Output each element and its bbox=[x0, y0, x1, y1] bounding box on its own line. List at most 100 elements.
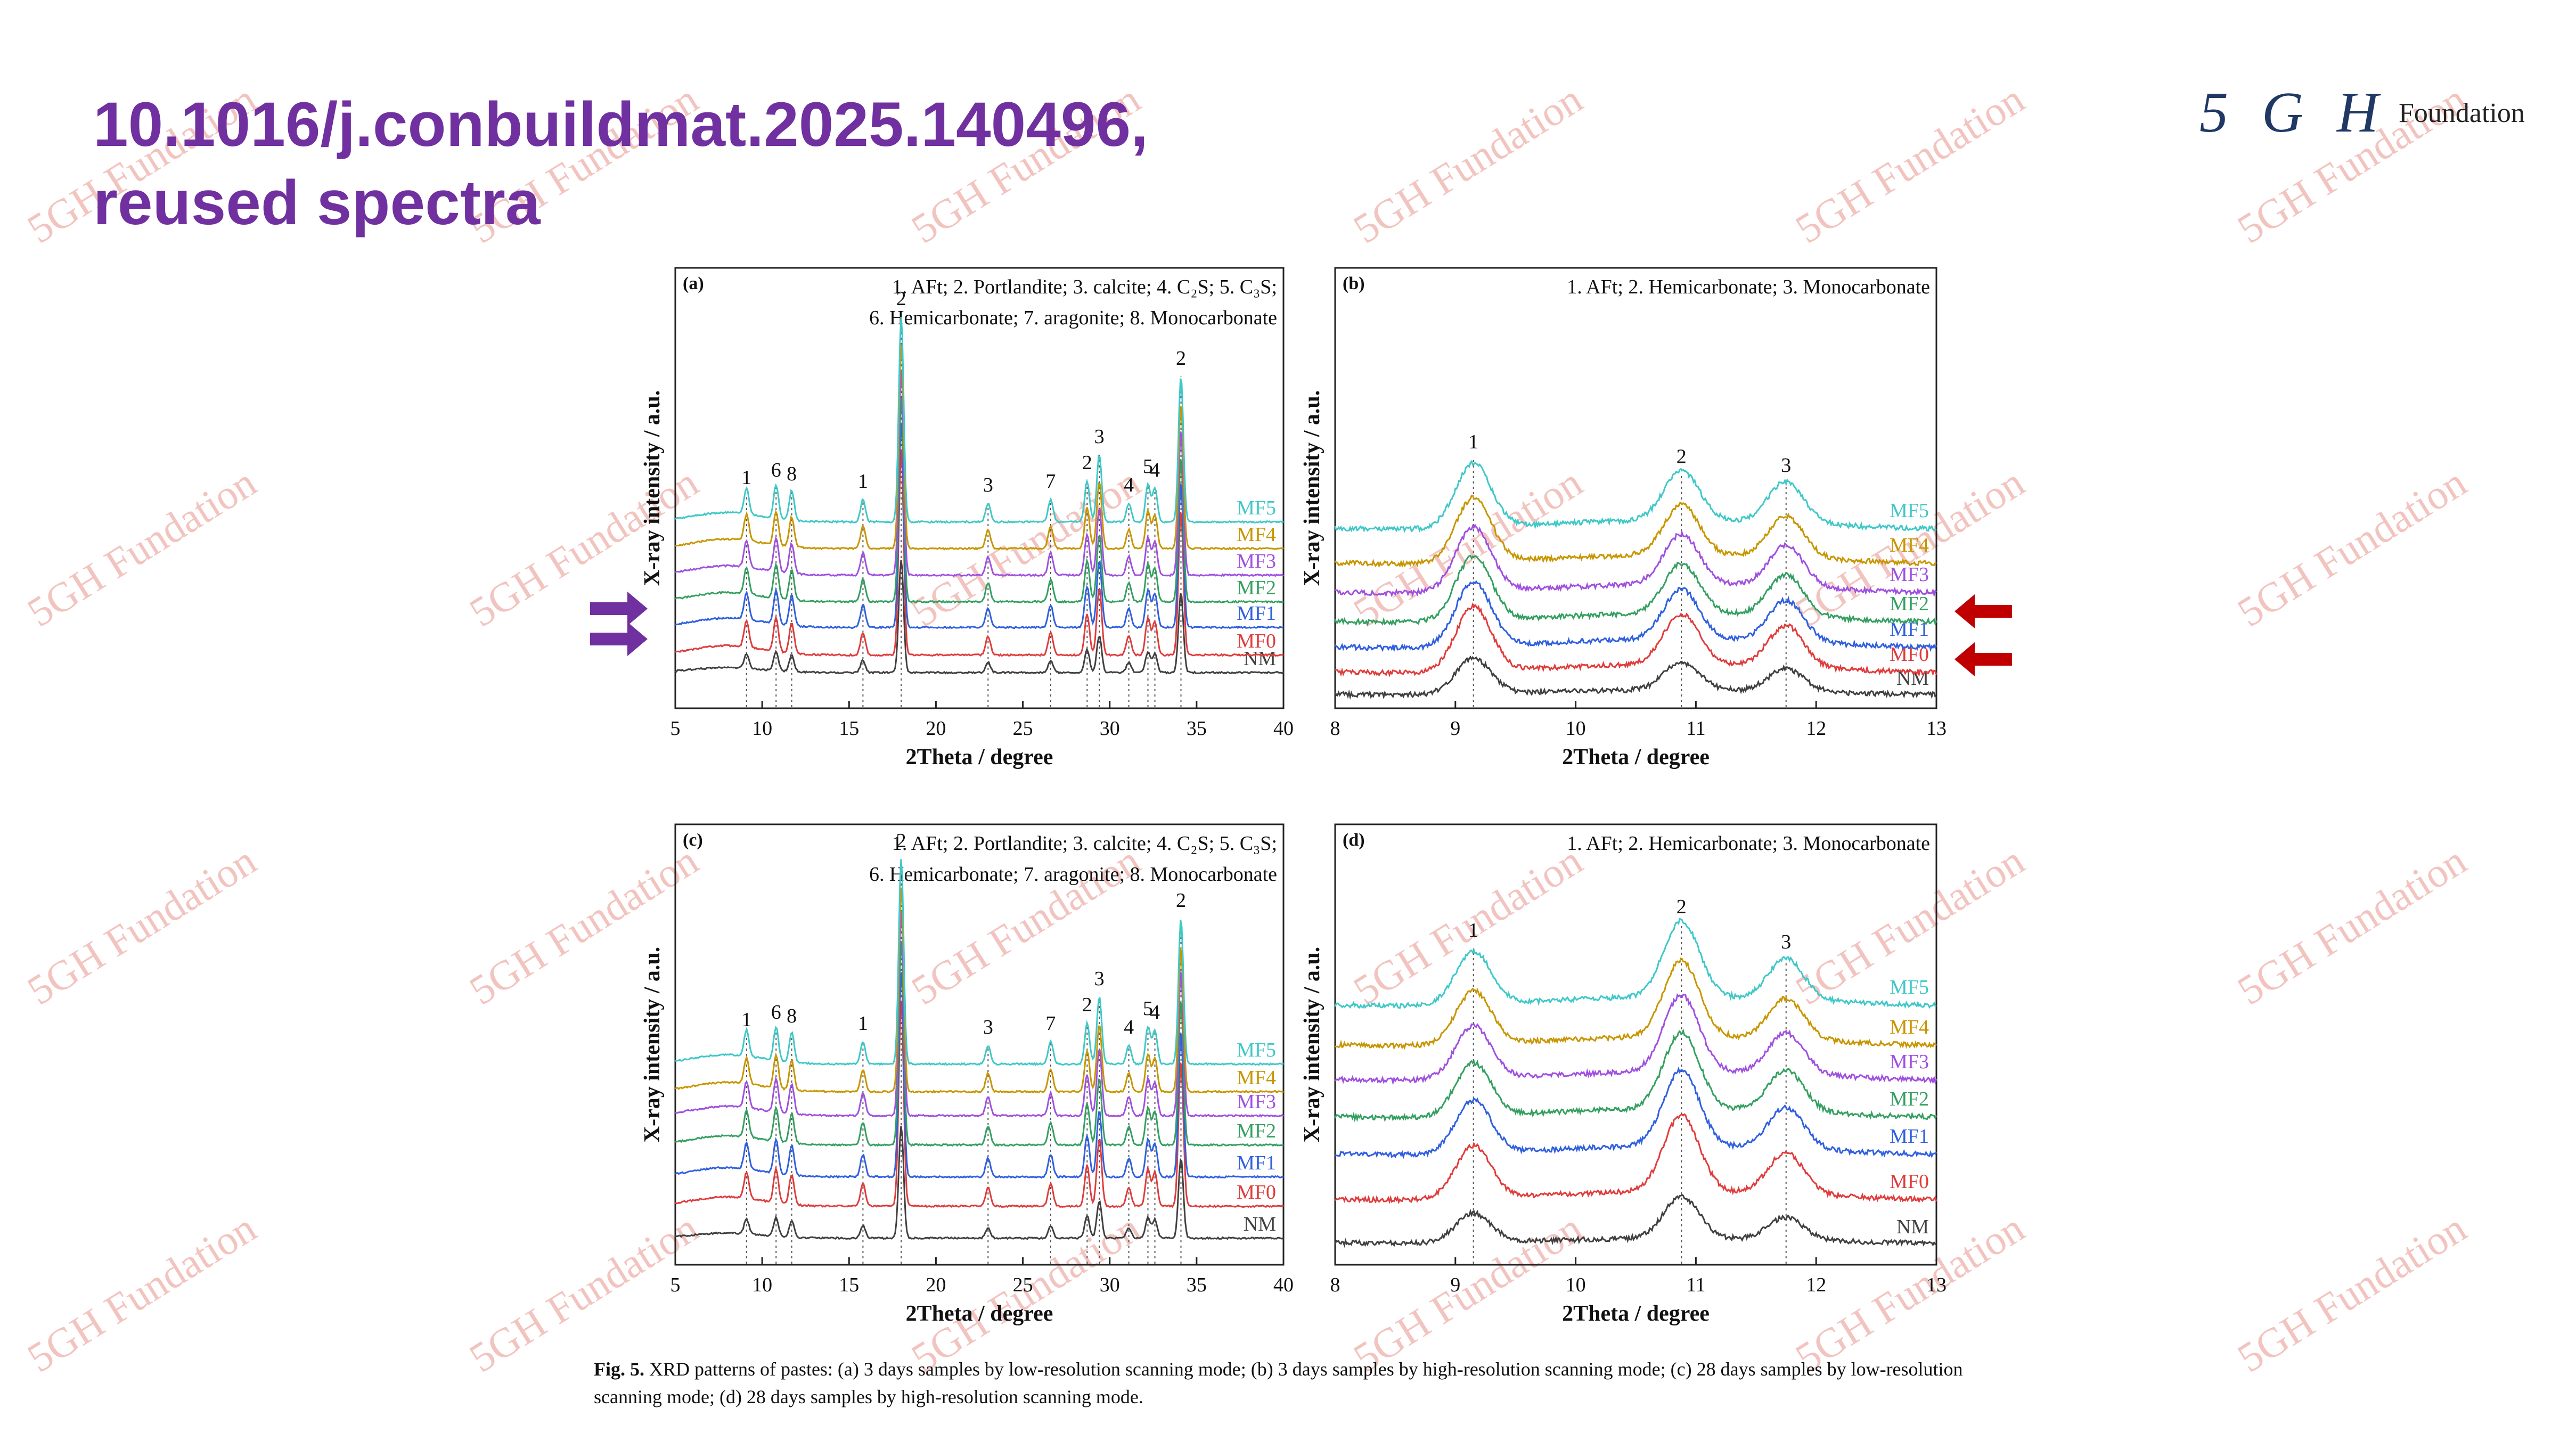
y-axis-label: X-ray intensity / a.u. bbox=[1300, 947, 1324, 1143]
peak-number-label: 2 bbox=[896, 830, 906, 852]
spectrum-line-mf3 bbox=[1334, 993, 1937, 1086]
arrow-markers bbox=[590, 592, 2012, 676]
spectrum-line-mf4 bbox=[1334, 495, 1937, 568]
spectrum-line-mf3 bbox=[1335, 523, 1937, 597]
peak-number-label: 2 bbox=[896, 288, 906, 310]
x-axis-label: 2Theta / degree bbox=[906, 1301, 1053, 1326]
logo-mark: 5 G H bbox=[2199, 81, 2388, 144]
peak-number-label: 2 bbox=[1677, 446, 1687, 468]
peak-number-label: 2 bbox=[1176, 889, 1186, 912]
panel-label: (d) bbox=[1343, 830, 1365, 850]
spectrum-line-mf2 bbox=[1334, 1028, 1937, 1123]
watermark-text: 5GH Fundation bbox=[1345, 1204, 1590, 1381]
x-tick-label: 35 bbox=[1187, 1274, 1207, 1296]
peak-number-label: 1 bbox=[1468, 431, 1478, 453]
x-tick-label: 40 bbox=[1273, 717, 1294, 740]
series-label-nm: NM bbox=[1244, 648, 1276, 670]
x-tick-label: 11 bbox=[1686, 717, 1706, 740]
spectrum-line-mf2 bbox=[1334, 554, 1937, 627]
peak-number-label: 6 bbox=[771, 1001, 781, 1024]
y-axis-label: X-ray intensity / a.u. bbox=[1300, 390, 1324, 586]
series-label-mf4: MF4 bbox=[1890, 534, 1929, 556]
x-tick-label: 25 bbox=[1013, 1274, 1033, 1296]
series-label-mf2: MF2 bbox=[1237, 1120, 1276, 1142]
x-tick-label: 20 bbox=[926, 1274, 946, 1296]
peak-number-label: 1 bbox=[858, 1012, 868, 1035]
x-axis-label: 2Theta / degree bbox=[1562, 745, 1710, 769]
x-tick-label: 25 bbox=[1013, 717, 1033, 740]
watermark-text: 5GH Fundation bbox=[2229, 1204, 2474, 1381]
series-label-mf1: MF1 bbox=[1237, 602, 1276, 625]
spectrum-line-mf0 bbox=[675, 1001, 1284, 1208]
spectrum-line-mf0 bbox=[675, 449, 1284, 657]
peak-number-label: 1 bbox=[741, 1009, 751, 1031]
peak-number-label: 1 bbox=[1468, 919, 1478, 942]
panel-label: (c) bbox=[683, 830, 703, 850]
x-tick-label: 13 bbox=[1926, 1274, 1947, 1296]
series-label-mf2: MF2 bbox=[1237, 577, 1276, 599]
watermark-text: 5GH Fundation bbox=[19, 837, 264, 1013]
peak-number-label: 2 bbox=[1677, 896, 1687, 918]
series-label-mf5: MF5 bbox=[1890, 976, 1929, 998]
peak-number-label: 1 bbox=[741, 466, 751, 489]
peak-number-label: 4 bbox=[1124, 1016, 1134, 1038]
arrow-left-icon bbox=[1955, 642, 2012, 676]
peak-number-label: 2 bbox=[1176, 347, 1186, 370]
spectrum-line-mf5 bbox=[674, 317, 1285, 524]
series-label-mf0: MF0 bbox=[1237, 1181, 1276, 1204]
phase-legend-line: 1. AFt; 2. Portlandite; 3. calcite; 4. C… bbox=[892, 276, 1277, 298]
series-label-mf3: MF3 bbox=[1890, 1051, 1929, 1073]
spectrum-line-mf3 bbox=[675, 370, 1285, 577]
spectrum-line-nm bbox=[1334, 1194, 1937, 1248]
x-tick-label: 11 bbox=[1686, 1274, 1706, 1296]
peak-number-label: 7 bbox=[1045, 470, 1056, 493]
x-tick-label: 8 bbox=[1330, 1274, 1340, 1296]
peak-number-label: 8 bbox=[787, 463, 797, 485]
spectrum-line-mf4 bbox=[675, 887, 1284, 1094]
peak-number-label: 3 bbox=[1094, 968, 1105, 990]
x-tick-label: 30 bbox=[1100, 717, 1120, 740]
series-label-mf2: MF2 bbox=[1890, 1088, 1929, 1110]
peak-number-label: 8 bbox=[787, 1005, 797, 1027]
peak-number-label: 1 bbox=[858, 470, 868, 493]
spectrum-line-mf2 bbox=[675, 941, 1284, 1147]
series-label-mf4: MF4 bbox=[1237, 523, 1276, 546]
peak-number-label: 5 bbox=[1143, 455, 1153, 478]
peak-number-label: 7 bbox=[1045, 1012, 1056, 1035]
watermark-text: 5GH Fundation bbox=[461, 837, 706, 1013]
spectrum-line-mf1 bbox=[1334, 580, 1937, 653]
series-label-mf5: MF5 bbox=[1237, 1039, 1276, 1061]
foundation-logo: 5 G H Foundation bbox=[2199, 80, 2525, 144]
xrd-panel-b: (b) 1. AFt; 2. Hemicarbonate; 3. Monocarb… bbox=[1300, 267, 1947, 769]
y-axis-label: X-ray intensity / a.u. bbox=[640, 390, 665, 586]
spectrum-line-mf0 bbox=[1334, 1113, 1937, 1205]
watermark-text: 5GH Fundation bbox=[1345, 837, 1590, 1013]
xrd-panel-a: (a) 1. AFt; 2. Portlandite; 3. calcite; 4… bbox=[640, 267, 1294, 769]
x-tick-label: 40 bbox=[1273, 1274, 1294, 1296]
peak-number-label: 4 bbox=[1124, 474, 1134, 496]
plot-frame bbox=[674, 267, 1285, 709]
spectrum-line-mf1 bbox=[675, 972, 1284, 1179]
arrow-right-icon bbox=[590, 592, 648, 626]
series-label-mf1: MF1 bbox=[1237, 1152, 1276, 1174]
peak-number-label: 2 bbox=[1082, 452, 1092, 474]
arrow-right-icon bbox=[590, 622, 648, 656]
panel-label: (a) bbox=[683, 274, 704, 293]
peak-number-label: 4 bbox=[1150, 459, 1160, 481]
x-tick-label: 5 bbox=[670, 717, 681, 740]
x-tick-label: 30 bbox=[1100, 1274, 1120, 1296]
x-tick-label: 15 bbox=[839, 1274, 859, 1296]
spectrum-line-mf1 bbox=[675, 422, 1283, 629]
logo-word: Foundation bbox=[2399, 97, 2525, 128]
x-tick-label: 10 bbox=[1566, 1274, 1586, 1296]
spectrum-line-mf5 bbox=[1334, 460, 1937, 533]
series-label-mf3: MF3 bbox=[1890, 563, 1929, 586]
series-label-mf5: MF5 bbox=[1237, 497, 1276, 519]
spectrum-line-mf2 bbox=[674, 398, 1284, 604]
x-tick-label: 8 bbox=[1330, 717, 1340, 740]
x-tick-label: 13 bbox=[1926, 717, 1947, 740]
spectrum-line-mf5 bbox=[1334, 918, 1937, 1009]
plot-frame bbox=[1334, 267, 1937, 709]
series-label-mf4: MF4 bbox=[1890, 1016, 1929, 1038]
